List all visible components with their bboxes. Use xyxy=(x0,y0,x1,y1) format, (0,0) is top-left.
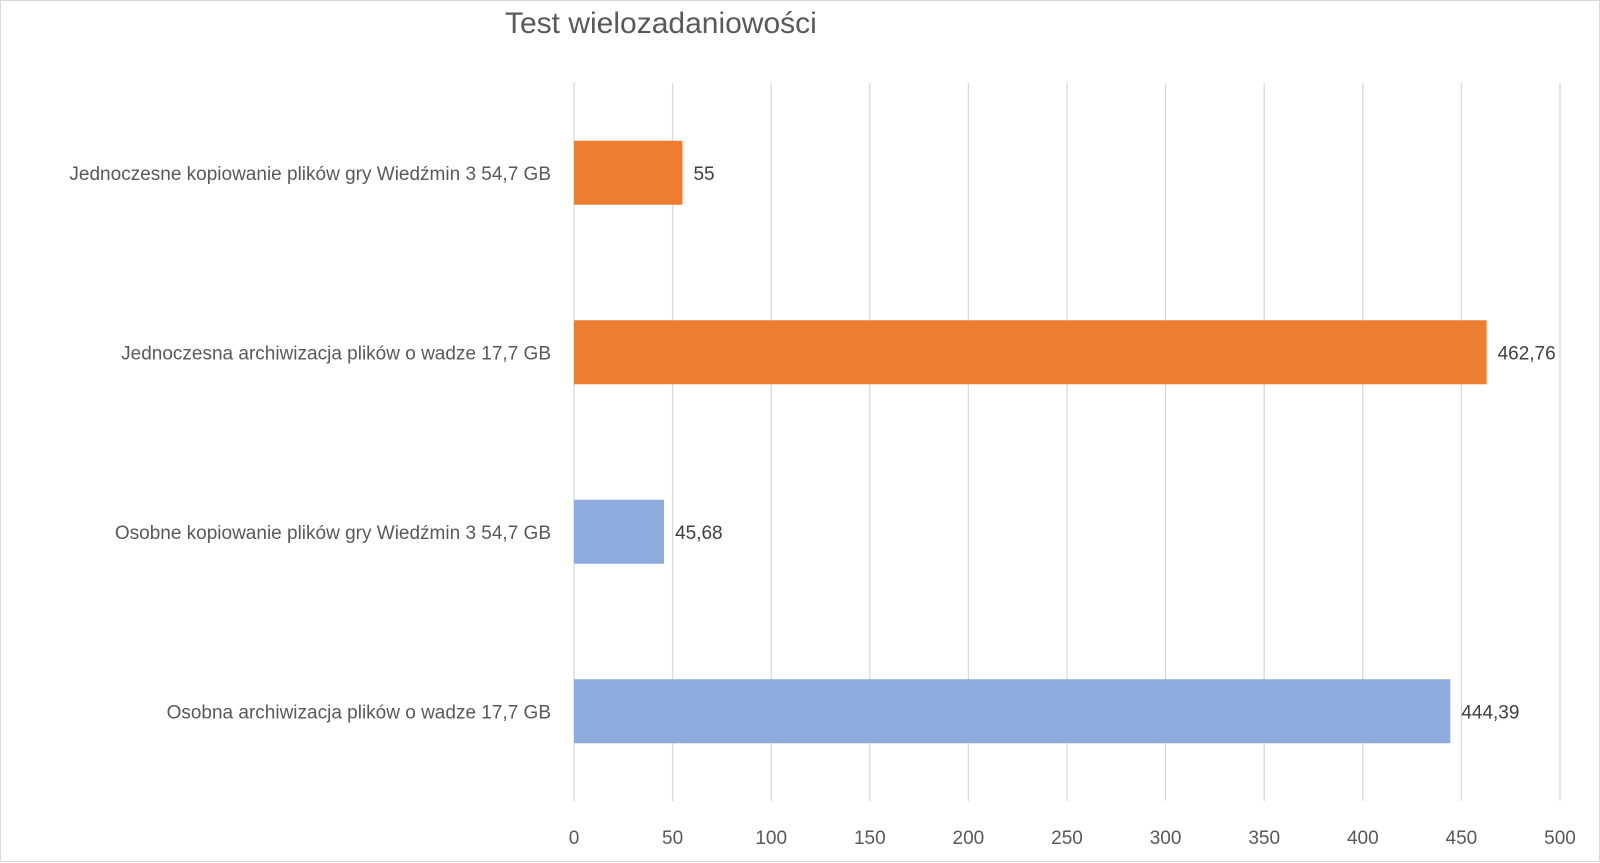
x-tick-label: 350 xyxy=(1248,828,1280,849)
bar xyxy=(574,140,683,205)
x-tick-label: 250 xyxy=(1051,828,1083,849)
x-tick-label: 400 xyxy=(1347,828,1379,849)
data-label: 45,68 xyxy=(675,523,723,544)
x-tick-label: 500 xyxy=(1544,828,1576,849)
bar xyxy=(574,679,1451,744)
chart-title: Test wielozadaniowości xyxy=(505,7,817,40)
data-label: 444,39 xyxy=(1461,702,1519,723)
category-label: Jednoczesna archiwizacja plików o wadze … xyxy=(121,343,551,364)
x-tick-label: 300 xyxy=(1150,828,1182,849)
bar xyxy=(574,499,665,564)
data-label: 462,76 xyxy=(1498,343,1556,364)
data-label: 55 xyxy=(693,164,714,185)
x-tick-label: 50 xyxy=(662,828,683,849)
x-tick-label: 0 xyxy=(569,828,580,849)
x-tick-label: 100 xyxy=(755,828,787,849)
category-label: Osobna archiwizacja plików o wadze 17,7 … xyxy=(167,702,551,723)
x-tick-label: 450 xyxy=(1446,828,1478,849)
x-tick-label: 200 xyxy=(953,828,985,849)
category-label: Jednoczesne kopiowanie plików gry Wiedźm… xyxy=(69,164,551,185)
x-tick-label: 150 xyxy=(854,828,886,849)
category-label: Osobne kopiowanie plików gry Wiedźmin 3 … xyxy=(115,523,551,544)
bar xyxy=(574,320,1487,385)
